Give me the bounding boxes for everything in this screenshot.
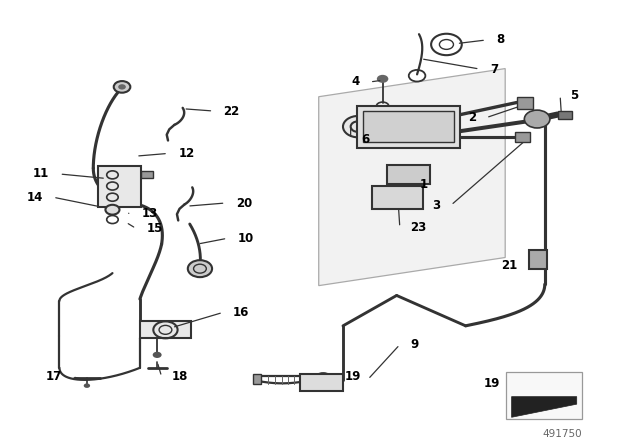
Bar (364, 112, 454, 142)
Circle shape (524, 110, 550, 128)
Circle shape (531, 375, 557, 392)
Bar (357, 106, 461, 148)
Text: 23: 23 (410, 221, 426, 234)
Circle shape (118, 84, 126, 90)
Text: 5: 5 (570, 89, 579, 102)
Circle shape (343, 116, 374, 138)
Text: 18: 18 (172, 370, 188, 383)
Bar (557, 111, 572, 119)
Text: 2: 2 (468, 111, 476, 124)
Text: 19: 19 (344, 370, 361, 383)
Text: 21: 21 (501, 258, 517, 271)
Text: 10: 10 (237, 232, 254, 245)
Bar (387, 165, 431, 184)
Circle shape (106, 205, 120, 215)
Text: 6: 6 (361, 133, 369, 146)
Circle shape (153, 352, 162, 358)
Text: 22: 22 (223, 104, 240, 117)
Bar (506, 372, 582, 419)
Text: 16: 16 (233, 306, 250, 319)
Text: 3: 3 (433, 199, 441, 212)
Text: 7: 7 (490, 63, 498, 76)
Text: 19: 19 (484, 377, 500, 390)
Circle shape (188, 260, 212, 277)
Polygon shape (319, 69, 505, 286)
Text: 491750: 491750 (542, 429, 582, 439)
Bar (98, 166, 141, 207)
Circle shape (114, 81, 131, 93)
Circle shape (377, 75, 388, 83)
Bar (300, 374, 343, 391)
Text: 20: 20 (236, 197, 252, 210)
Polygon shape (511, 396, 577, 417)
Text: 17: 17 (45, 370, 62, 383)
Bar (516, 97, 533, 109)
Bar (515, 132, 530, 142)
Text: 8: 8 (496, 34, 504, 47)
Bar (141, 171, 153, 178)
Text: 4: 4 (351, 75, 360, 88)
Text: 14: 14 (26, 191, 43, 204)
Text: 15: 15 (147, 222, 163, 235)
Text: 12: 12 (178, 147, 195, 160)
Bar (253, 374, 260, 384)
Circle shape (535, 257, 541, 262)
Text: 13: 13 (142, 207, 158, 220)
Text: 9: 9 (410, 338, 419, 351)
Text: 1: 1 (420, 178, 428, 191)
Bar (140, 321, 191, 338)
Circle shape (84, 383, 90, 388)
Bar (372, 186, 424, 209)
Text: 11: 11 (33, 168, 49, 181)
Bar (529, 250, 547, 269)
